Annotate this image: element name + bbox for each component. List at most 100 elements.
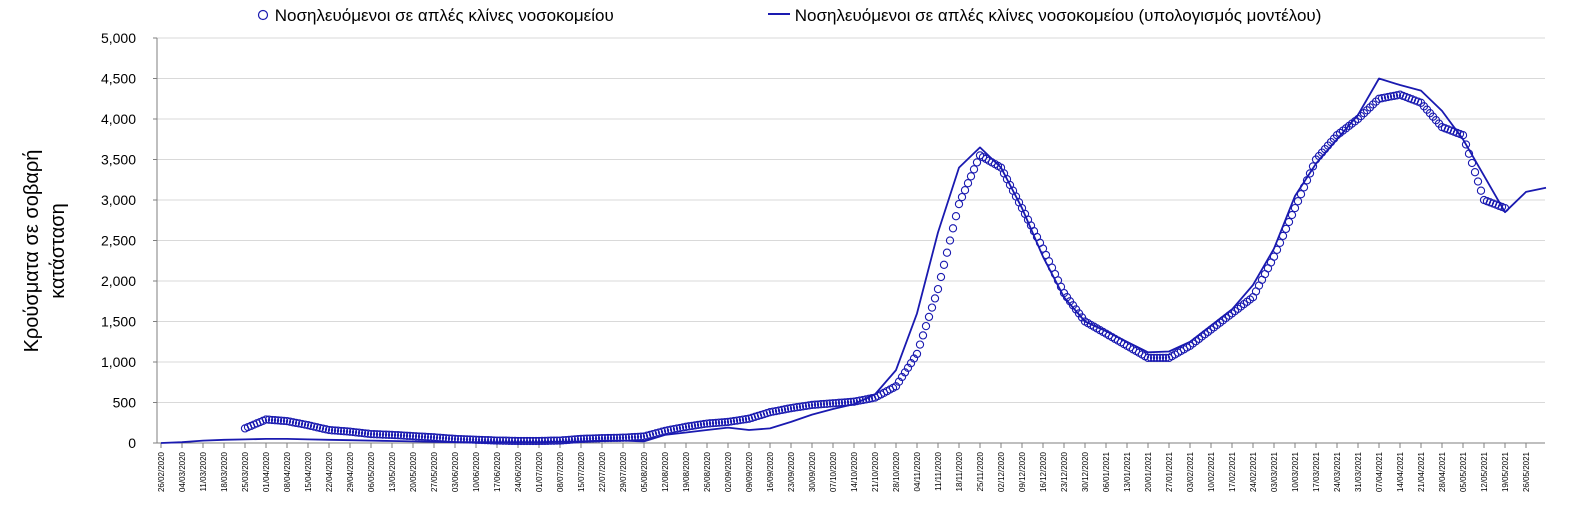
data-point-observed (1362, 106, 1372, 115)
data-point-observed (1143, 353, 1153, 363)
data-point-observed (963, 179, 973, 188)
data-point-observed (861, 395, 871, 404)
data-point-observed (570, 435, 580, 444)
data-point-observed (300, 420, 310, 429)
data-point-observed (633, 432, 643, 442)
x-tick-label: 12/05/2021 (1480, 451, 1489, 492)
data-point-observed (579, 434, 589, 443)
legend-item-model: Νοσηλευόμενοι σε απλές κλίνες νοσοκομείο… (768, 6, 1321, 26)
data-point-observed (672, 424, 682, 433)
x-tick-label: 12/08/2020 (661, 451, 670, 492)
data-point-observed (426, 433, 436, 442)
data-point-observed (1368, 100, 1378, 109)
y-tick-label: 2,500 (101, 233, 136, 249)
data-point-observed (834, 398, 844, 407)
data-point-observed (954, 199, 964, 209)
data-point-observed (1269, 252, 1279, 261)
data-point-observed (591, 434, 601, 443)
data-point-observed (855, 396, 865, 405)
x-tick-label: 02/09/2020 (724, 451, 733, 492)
x-tick-label: 29/07/2020 (619, 451, 628, 492)
data-point-observed (441, 434, 451, 443)
data-point-observed (423, 432, 433, 442)
data-point-observed (1386, 92, 1396, 101)
data-point-observed (513, 436, 523, 446)
plot-area (160, 77, 1547, 446)
data-point-observed (1461, 140, 1471, 149)
data-point-observed (492, 436, 502, 445)
line-marker-icon (768, 13, 790, 15)
x-tick-label: 20/01/2021 (1144, 451, 1153, 492)
data-point-observed (324, 425, 334, 435)
data-point-observed (519, 436, 529, 446)
data-point-observed (387, 430, 397, 440)
data-point-observed (948, 224, 958, 233)
data-point-observed (390, 430, 400, 440)
data-point-observed (729, 416, 739, 426)
data-point-observed (567, 435, 577, 444)
data-point-observed (1161, 353, 1171, 363)
x-tick-label: 27/01/2021 (1165, 451, 1174, 492)
data-point-observed (573, 435, 583, 444)
y-tick-label: 1,000 (101, 354, 136, 370)
x-tick-label: 27/05/2020 (430, 451, 439, 492)
data-point-observed (921, 321, 931, 331)
data-point-observed (1149, 353, 1159, 363)
data-point-observed (966, 172, 976, 181)
data-point-observed (1392, 91, 1402, 100)
data-point-observed (825, 399, 835, 408)
data-point-observed (408, 431, 418, 441)
data-point-observed (972, 158, 982, 167)
data-point-observed (1302, 176, 1312, 185)
data-point-observed (282, 416, 292, 426)
data-point-observed (624, 433, 634, 442)
data-point-observed (279, 416, 289, 426)
data-point-observed (1152, 353, 1162, 363)
circle-marker-icon (257, 9, 269, 21)
data-point-observed (621, 433, 631, 442)
x-tick-label: 10/02/2021 (1207, 451, 1216, 492)
data-point-observed (351, 428, 361, 437)
data-point-observed (420, 432, 430, 441)
data-point-observed (777, 405, 787, 415)
data-point-observed (732, 416, 742, 425)
x-tick-label: 28/04/2021 (1438, 451, 1447, 492)
x-tick-label: 26/08/2020 (703, 451, 712, 492)
data-point-observed (606, 433, 616, 443)
data-point-observed (531, 436, 541, 446)
data-point-observed (417, 432, 427, 441)
data-point-observed (603, 433, 613, 443)
data-point-observed (765, 408, 775, 417)
data-point-observed (771, 406, 781, 416)
x-tick-label: 18/11/2020 (955, 451, 964, 491)
data-point-observed (378, 430, 388, 439)
data-point-observed (828, 399, 838, 408)
x-tick-label: 04/03/2020 (178, 451, 187, 492)
data-point-observed (444, 434, 454, 443)
data-point-observed (708, 418, 718, 428)
x-tick-label: 03/03/2021 (1270, 451, 1279, 492)
y-tick-label: 2,000 (101, 273, 136, 289)
data-point-observed (1158, 353, 1168, 363)
data-point-observed (549, 436, 559, 445)
x-tick-label: 25/03/2020 (241, 451, 250, 492)
x-tick-label: 09/12/2020 (1018, 451, 1027, 492)
data-point-observed (270, 416, 280, 425)
data-point-observed (468, 435, 478, 444)
data-point-observed (738, 415, 748, 424)
data-point-observed (936, 272, 946, 282)
data-point-observed (693, 420, 703, 430)
data-point-observed (516, 436, 526, 446)
data-point-observed (312, 423, 322, 432)
x-tick-label: 15/04/2020 (304, 451, 313, 492)
data-point-observed (435, 433, 445, 442)
data-point-observed (576, 434, 586, 444)
data-point-observed (705, 419, 715, 428)
x-tick-label: 08/07/2020 (556, 451, 565, 492)
data-point-observed (453, 434, 463, 444)
data-point-observed (663, 426, 673, 435)
data-point-observed (405, 431, 415, 441)
data-point-observed (1299, 183, 1309, 192)
data-point-observed (939, 260, 949, 269)
data-point-observed (609, 433, 619, 443)
